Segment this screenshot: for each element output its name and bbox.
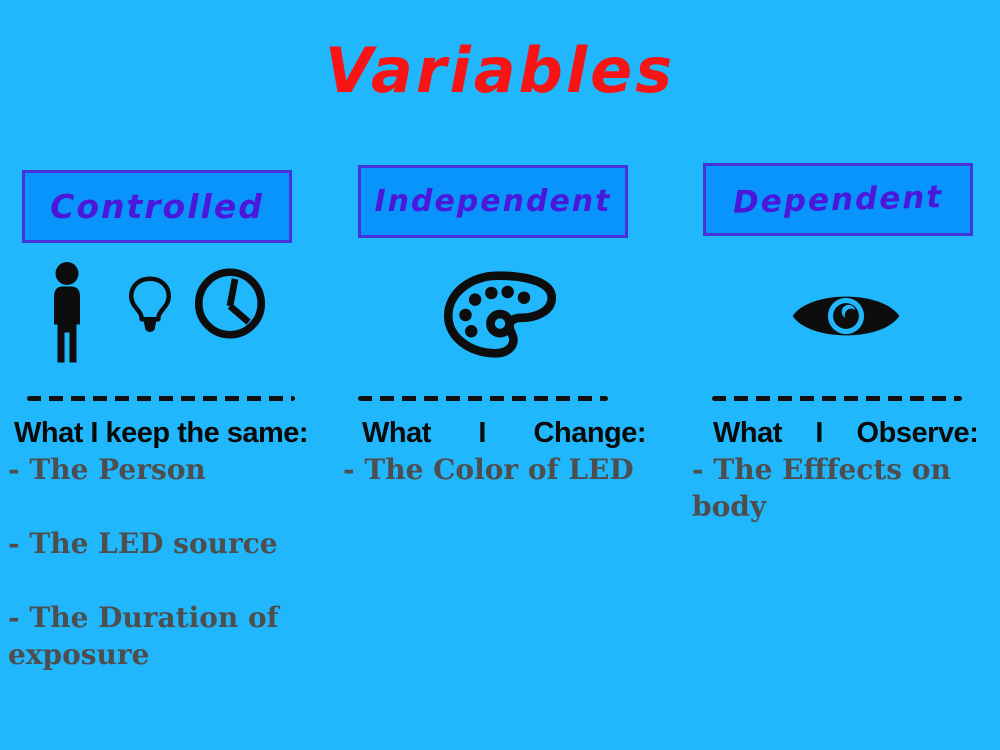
- independent-question: What I Change:: [362, 417, 647, 449]
- controlled-header-label: Controlled: [50, 187, 264, 226]
- palette-icon: [443, 271, 557, 358]
- eye-icon: [792, 296, 900, 336]
- list-item: - The LED source: [8, 526, 278, 560]
- list-item: - The Color of LED: [343, 453, 634, 486]
- person-icon: [54, 262, 80, 363]
- dependent-question: What I Observe:: [713, 417, 979, 449]
- dashed-divider: [712, 396, 962, 401]
- independent-header-box: Independent: [358, 165, 628, 238]
- dashed-divider: [358, 396, 608, 401]
- independent-bullet-list: - The Color of LED: [343, 452, 663, 489]
- controlled-question: What I keep the same:: [14, 417, 309, 449]
- controlled-bullet-list: - The Person - The LED source - The Dura…: [8, 452, 308, 711]
- controlled-header-box: Controlled: [22, 170, 292, 243]
- dashed-divider: [27, 396, 295, 401]
- list-item: - The Person: [8, 453, 206, 486]
- list-item: - The Efffects on body: [692, 453, 951, 523]
- independent-header-label: Independent: [374, 184, 612, 219]
- clock-icon: [194, 268, 266, 339]
- page-title: Variables: [324, 34, 676, 107]
- dependent-header-box: Dependent: [703, 163, 973, 236]
- dependent-header-label: Dependent: [732, 178, 944, 221]
- dependent-bullet-list: - The Efffects on body: [692, 452, 1000, 526]
- list-item: - The Duration of exposure: [8, 600, 279, 671]
- lightbulb-icon: [129, 276, 171, 332]
